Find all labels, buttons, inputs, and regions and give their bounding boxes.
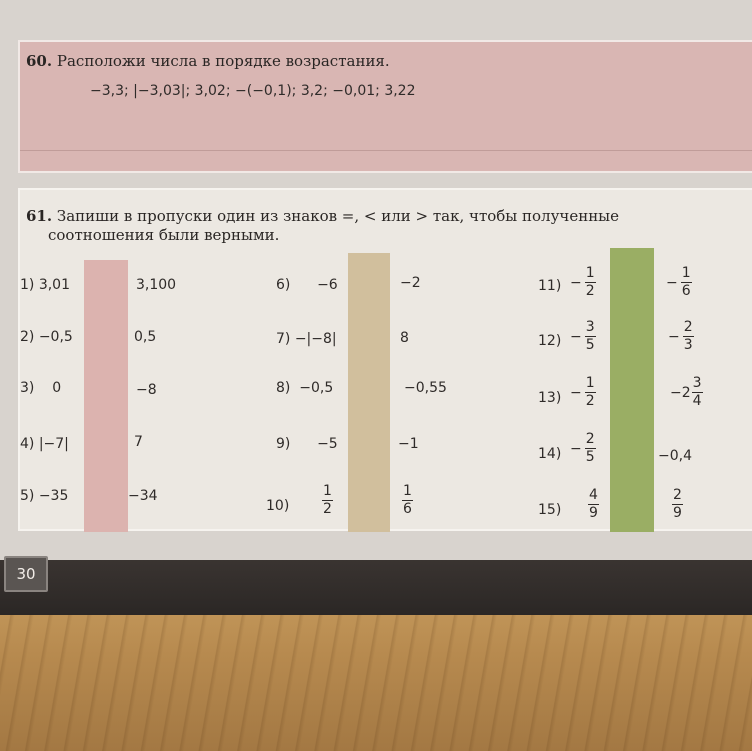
task-61-text-line2: соотношения были верными. [48,226,280,244]
task-61-item-6: 6) −6 [276,277,338,293]
task-60-numbers: −3,3; |−3,03|; 3,02; −(−0,1); 3,2; −0,01… [90,83,416,99]
item-3-right: −8 [136,382,157,398]
task-61-item-9: 9) −5 [276,436,338,452]
answer-gap-column-2[interactable] [348,253,390,532]
item-4-right: 7 [134,434,143,450]
task-61-item-3: 3) 0 [20,380,62,396]
task-61-item-2: 2) −0,5 [20,329,73,345]
task-61-item-12: 12) [538,333,562,349]
task-61-item-8: 8) −0,5 [276,380,334,396]
task-61-item-11: 11) [538,278,562,294]
task-61-number: 61. [26,207,53,225]
item-9-right: −1 [398,436,419,452]
task-61-heading-line1: 61. Запиши в пропуски один из знаков =, … [26,207,619,226]
task-60-heading: 60. Расположи числа в порядке возрастани… [26,52,390,71]
item-6-right: −2 [400,275,421,291]
task-61-box: 61. Запиши в пропуски один из знаков =, … [18,188,752,532]
task-61-item-14: 14) [538,446,562,462]
task-61-item-15: 15) [538,502,562,518]
item-7-right: 8 [400,330,409,346]
task-61-text-line1: Запиши в пропуски один из знаков =, < ил… [56,207,620,225]
workbook-page: 60. Расположи числа в порядке возрастани… [0,0,752,560]
answer-gap-column-3[interactable] [610,248,654,532]
task-60-box: 60. Расположи числа в порядке возрастани… [18,40,752,173]
task-61-item-10: 10) [266,498,290,514]
item-14-right: −0,4 [658,448,692,464]
task-60-text: Расположи числа в порядке возрастания. [56,52,390,70]
divider-line [20,150,752,151]
wooden-table [0,590,752,751]
item-8-right: −0,55 [404,380,447,396]
task-61-item-5: 5) −35 [20,488,69,504]
task-61-item-7: 7) −|−8| [276,331,337,347]
item-5-right: −34 [128,488,158,504]
answer-gap-column-1[interactable] [84,260,128,532]
task-60-number: 60. [26,52,53,70]
task-61-item-4: 4) |−7| [20,436,69,452]
item-1-right: 3,100 [136,277,177,293]
page-edge [0,555,752,615]
page-number: 30 [4,556,48,592]
item-2-right: 0,5 [134,329,157,345]
task-61-item-1: 1) 3,01 [20,277,70,293]
task-61-item-13: 13) [538,390,562,406]
